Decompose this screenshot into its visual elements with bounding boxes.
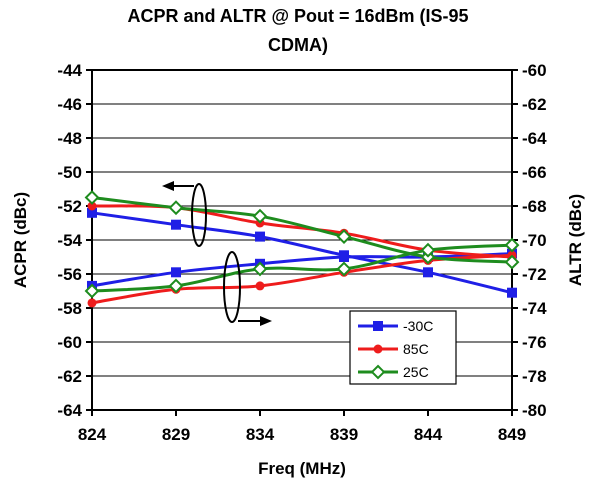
y-left-tick-label: -52 bbox=[57, 197, 82, 216]
y-axis-left-ticks: -44 -46 -48 -50 -52 -54 -56 -58 -60 -62 -64 bbox=[57, 61, 92, 420]
y-left-tick-label: -64 bbox=[57, 401, 82, 420]
annotation-ellipse-left bbox=[191, 183, 207, 247]
legend: -30C 85C 25C bbox=[349, 310, 457, 385]
legend-marker bbox=[373, 321, 383, 331]
y-axis-left-label: ACPR (dBc) bbox=[11, 192, 30, 288]
right-axis-annotation bbox=[223, 251, 272, 326]
data-point bbox=[87, 207, 97, 218]
y-right-tick-label: -60 bbox=[522, 61, 547, 80]
y-left-tick-label: -58 bbox=[57, 299, 82, 318]
data-point bbox=[168, 278, 184, 294]
chart-title-line1: ACPR and ALTR @ Pout = 16dBm (IS-95 bbox=[127, 6, 468, 26]
series-25C-right bbox=[84, 237, 520, 299]
y-right-tick-label: -62 bbox=[522, 95, 547, 114]
data-point bbox=[171, 267, 181, 278]
series-line bbox=[91, 196, 513, 264]
series-25C-left bbox=[84, 190, 520, 270]
legend-label: -30C bbox=[403, 318, 433, 334]
data-point bbox=[336, 229, 352, 245]
chart-title-line2: CDMA) bbox=[268, 35, 328, 55]
legend-label: 85C bbox=[403, 341, 429, 357]
x-axis-label: Freq (MHz) bbox=[258, 459, 346, 478]
data-point bbox=[255, 281, 265, 291]
x-tick-label: 844 bbox=[414, 425, 443, 444]
data-point bbox=[339, 252, 349, 262]
y-right-tick-label: -72 bbox=[522, 265, 547, 284]
data-point bbox=[171, 219, 181, 230]
y-left-tick-label: -60 bbox=[57, 333, 82, 352]
data-point bbox=[507, 287, 517, 298]
y-axis-right-ticks: -60 -62 -64 -66 -68 -70 -72 -74 -76 -78 -80 bbox=[512, 61, 547, 420]
data-point bbox=[252, 208, 268, 224]
annotation-arrow-right-head bbox=[260, 316, 272, 326]
x-tick-label: 834 bbox=[246, 425, 275, 444]
legend-marker bbox=[373, 344, 383, 354]
y-right-tick-label: -66 bbox=[522, 163, 547, 182]
series-line bbox=[91, 253, 513, 305]
series-85C-left bbox=[87, 201, 517, 262]
data-point bbox=[423, 267, 433, 278]
series-line bbox=[91, 211, 513, 295]
legend-marker bbox=[370, 364, 386, 380]
y-left-tick-label: -46 bbox=[57, 95, 82, 114]
x-tick-label: 829 bbox=[162, 425, 190, 444]
y-right-tick-label: -68 bbox=[522, 197, 547, 216]
x-tick-label: 839 bbox=[330, 425, 358, 444]
data-point bbox=[255, 231, 265, 242]
y-right-tick-label: -70 bbox=[522, 231, 547, 250]
annotation-ellipse-right bbox=[223, 251, 241, 323]
data-point bbox=[168, 200, 184, 216]
y-axis-right-label: ALTR (dBc) bbox=[566, 194, 585, 286]
y-right-tick-label: -64 bbox=[522, 129, 547, 148]
legend-item-25C: 25C bbox=[358, 364, 429, 380]
data-point bbox=[84, 190, 100, 205]
y-right-tick-label: -74 bbox=[522, 299, 547, 318]
y-right-tick-label: -76 bbox=[522, 333, 547, 352]
y-right-tick-label: -80 bbox=[522, 401, 547, 420]
legend-item-85C: 85C bbox=[358, 341, 429, 357]
x-tick-label: 824 bbox=[78, 425, 107, 444]
data-point bbox=[84, 283, 100, 299]
y-right-tick-label: -78 bbox=[522, 367, 547, 386]
y-left-tick-label: -56 bbox=[57, 265, 82, 284]
x-tick-label: 849 bbox=[498, 425, 526, 444]
data-point bbox=[420, 242, 436, 258]
data-point bbox=[87, 201, 97, 211]
series-group bbox=[84, 190, 520, 308]
data-point bbox=[87, 298, 97, 308]
y-left-tick-label: -62 bbox=[57, 367, 82, 386]
data-point bbox=[336, 261, 352, 277]
y-left-tick-label: -48 bbox=[57, 129, 82, 148]
left-axis-annotation bbox=[162, 181, 207, 247]
series-line bbox=[91, 243, 513, 293]
legend-item--30C: -30C bbox=[358, 318, 433, 334]
legend-label: 25C bbox=[403, 364, 429, 380]
annotation-arrow-left-head bbox=[162, 181, 174, 191]
y-left-tick-label: -54 bbox=[57, 231, 82, 250]
data-point bbox=[504, 254, 520, 270]
x-axis-ticks: 824 829 834 839 844 849 bbox=[78, 410, 526, 444]
data-point bbox=[504, 237, 520, 253]
y-left-tick-label: -44 bbox=[57, 61, 82, 80]
y-left-tick-label: -50 bbox=[57, 163, 82, 182]
data-point bbox=[252, 261, 268, 277]
